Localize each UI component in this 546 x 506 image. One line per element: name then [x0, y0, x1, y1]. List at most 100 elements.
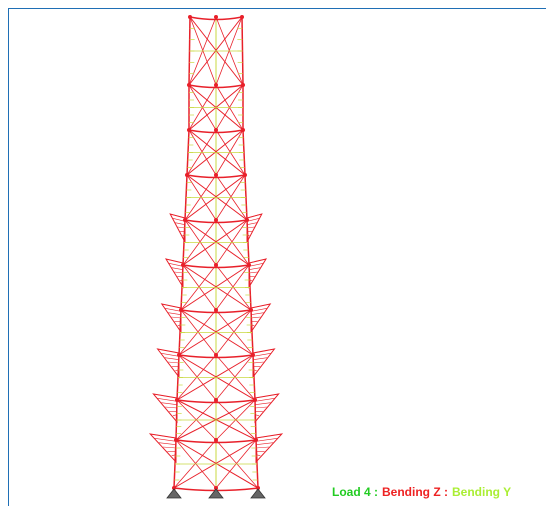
node	[245, 218, 249, 222]
node	[249, 308, 253, 312]
member	[161, 402, 178, 405]
member	[172, 218, 186, 222]
member	[154, 438, 177, 442]
member	[255, 446, 269, 449]
member	[254, 393, 279, 399]
member	[255, 438, 278, 442]
support	[166, 488, 182, 499]
node	[253, 398, 257, 402]
member	[246, 222, 257, 225]
member	[254, 402, 271, 405]
member	[157, 348, 180, 354]
member	[174, 271, 184, 274]
member	[254, 406, 267, 409]
node	[181, 263, 185, 267]
node	[174, 438, 178, 442]
member	[168, 263, 184, 267]
member	[161, 353, 180, 357]
node	[177, 353, 181, 357]
member	[255, 442, 274, 445]
member	[163, 446, 177, 449]
node	[254, 438, 258, 442]
node	[179, 308, 183, 312]
member	[158, 442, 177, 445]
node	[247, 263, 251, 267]
node	[214, 308, 218, 312]
node	[214, 263, 218, 267]
member	[252, 361, 264, 364]
member	[250, 312, 264, 315]
member	[248, 263, 264, 267]
member	[164, 357, 180, 360]
node	[214, 438, 218, 442]
member	[171, 267, 184, 270]
node	[185, 173, 189, 177]
member	[150, 433, 177, 439]
node	[214, 353, 218, 357]
member	[255, 433, 282, 439]
node	[175, 398, 179, 402]
node	[214, 218, 218, 222]
member	[248, 258, 267, 264]
node	[214, 486, 218, 490]
support	[208, 488, 224, 499]
node	[251, 353, 255, 357]
node	[241, 128, 245, 132]
node	[214, 173, 218, 177]
level-beam	[180, 309, 252, 314]
bending-z-label: Bending Z :	[382, 485, 449, 499]
member	[250, 308, 268, 312]
level-beam	[188, 84, 244, 89]
level-beam	[175, 439, 257, 444]
level-beam	[178, 354, 254, 359]
bending-y-label: Bending Y	[452, 485, 512, 499]
member	[170, 213, 186, 219]
member	[164, 308, 182, 312]
member	[252, 348, 275, 354]
member	[246, 218, 260, 222]
node	[188, 15, 192, 19]
node	[241, 83, 245, 87]
load-label: Load 4 :	[332, 485, 379, 499]
level-beam	[176, 399, 256, 404]
member	[246, 213, 262, 219]
member	[250, 303, 271, 309]
support	[250, 488, 266, 499]
node	[187, 83, 191, 87]
level-beam	[186, 174, 246, 179]
member	[252, 353, 271, 357]
member	[165, 258, 184, 264]
level-beam	[188, 129, 244, 134]
member	[161, 303, 182, 309]
member	[177, 226, 186, 229]
member	[165, 406, 178, 409]
level-beam	[184, 219, 248, 224]
node	[214, 83, 218, 87]
member	[171, 316, 182, 319]
node	[214, 128, 218, 132]
member	[254, 398, 275, 402]
member	[246, 226, 255, 229]
member	[168, 312, 182, 315]
node	[172, 486, 176, 490]
status-legend: Load 4 : Bending Z : Bending Y	[332, 485, 515, 499]
member	[250, 316, 261, 319]
level-beam	[182, 264, 250, 269]
member	[175, 222, 186, 225]
member	[153, 393, 178, 399]
member	[252, 357, 268, 360]
level-beam	[189, 16, 243, 21]
member	[168, 361, 180, 364]
node	[214, 15, 218, 19]
node	[240, 15, 244, 19]
node	[187, 128, 191, 132]
view-frame	[8, 8, 546, 506]
node	[183, 218, 187, 222]
node	[243, 173, 247, 177]
member	[248, 267, 261, 270]
node	[214, 398, 218, 402]
node	[256, 486, 260, 490]
member	[157, 398, 178, 402]
